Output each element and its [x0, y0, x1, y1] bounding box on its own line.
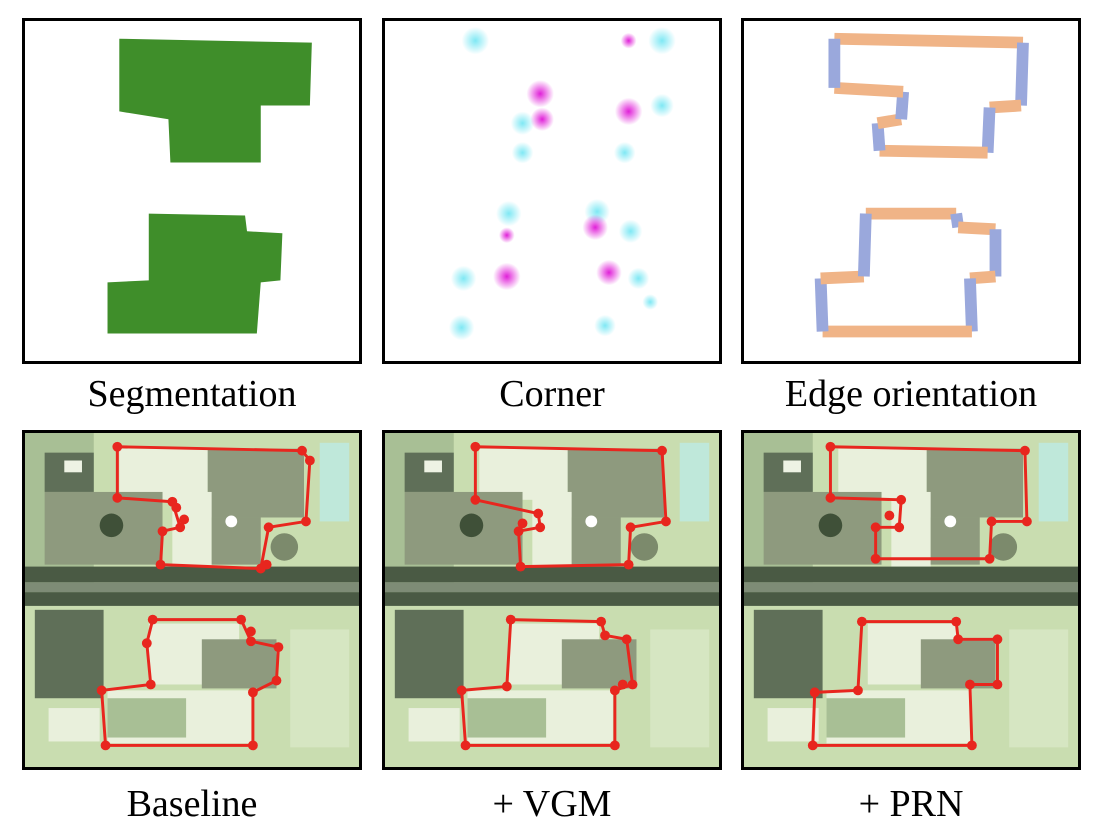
prn-vertices: [807, 441, 1032, 751]
corner-panel: [382, 18, 722, 364]
vgm-aerial: [385, 433, 719, 767]
corner-heatmap: [448, 26, 676, 341]
caption-segmentation: Segmentation: [87, 373, 297, 415]
prn-aerial: [744, 433, 1078, 767]
edge-orientation-map: [814, 32, 1029, 338]
segmentation-map: [107, 38, 312, 334]
edge-building-bottom: [814, 207, 1002, 338]
caption-edge-orientation: Edge orientation: [784, 373, 1038, 415]
caption-corner: Corner: [499, 373, 605, 415]
vgm-vertices: [456, 441, 671, 751]
caption-prn: + PRN: [858, 783, 964, 825]
baseline-panel: [22, 430, 362, 770]
prn-panel: [741, 430, 1081, 770]
edge-orientation-panel: [741, 18, 1081, 364]
edge-building-top: [828, 32, 1029, 159]
baseline-vertices: [96, 441, 315, 751]
caption-baseline: Baseline: [126, 783, 258, 825]
segmentation-panel: [22, 18, 362, 364]
vgm-panel: [382, 430, 722, 770]
corner-magenta-blobs: [493, 32, 643, 291]
segmentation-building-top: [119, 38, 312, 163]
caption-vgm: + VGM: [492, 783, 612, 825]
baseline-aerial: [25, 433, 359, 767]
corner-cyan-blobs: [448, 26, 676, 341]
segmentation-building-bottom: [107, 213, 283, 334]
